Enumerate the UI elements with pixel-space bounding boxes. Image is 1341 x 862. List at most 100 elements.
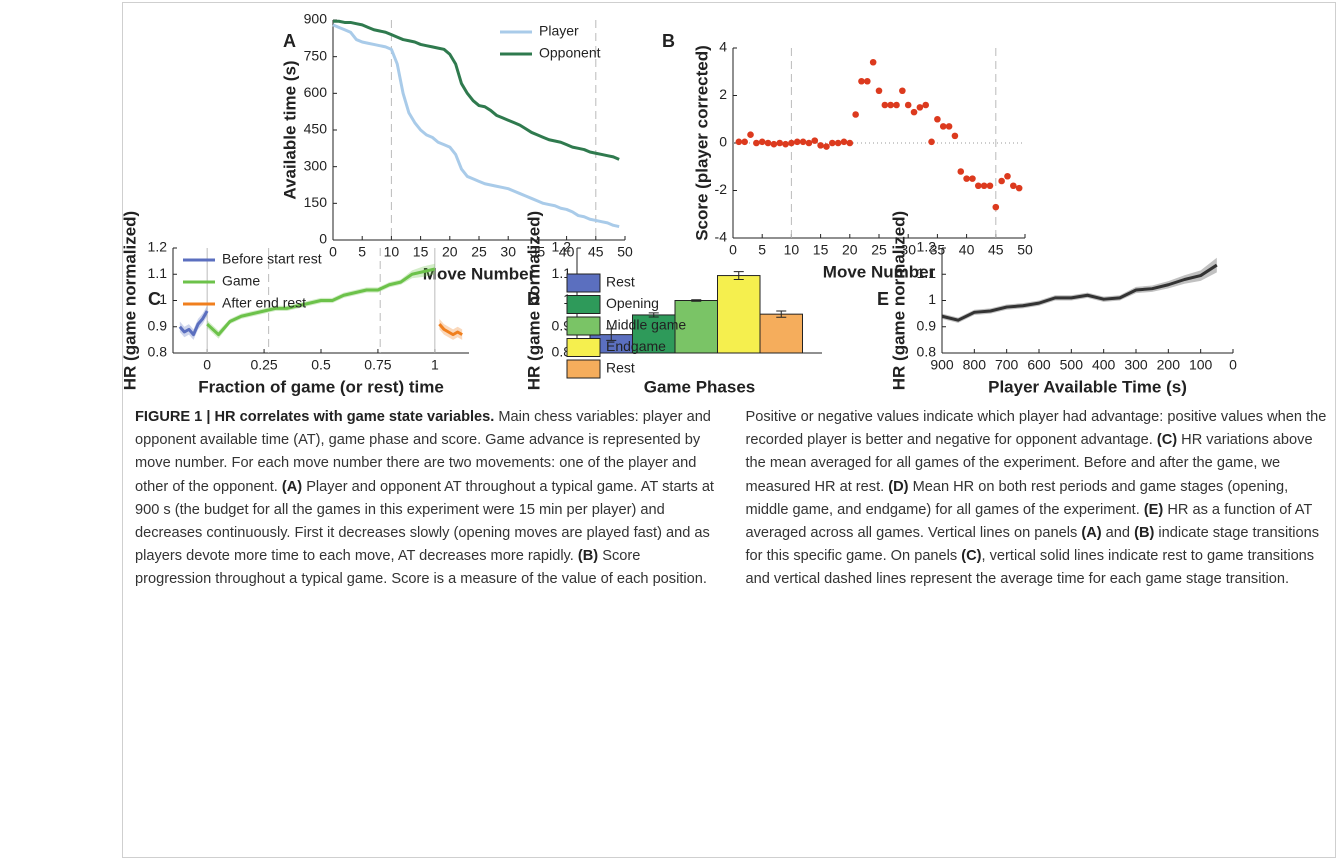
point — [864, 77, 871, 85]
point — [782, 140, 789, 148]
bar — [674, 300, 718, 354]
x-tick-label: 30 — [500, 244, 516, 260]
legend-label: Rest — [606, 360, 635, 376]
x-tick-label: 0 — [1229, 357, 1237, 373]
caption-text: indicate stage transitions for this spec… — [745, 525, 1320, 565]
x-tick-label: 500 — [1060, 357, 1084, 373]
caption-panel-ref: (E) — [1143, 501, 1164, 518]
y-tick-label: 450 — [304, 121, 328, 137]
error-bar — [606, 328, 617, 341]
point — [974, 182, 982, 190]
x-tick-label: 200 — [1157, 357, 1181, 373]
point — [963, 175, 970, 182]
x-axis-label: Move Number — [823, 262, 936, 281]
x-tick-label: 600 — [1027, 357, 1051, 373]
legend-label: Game — [222, 273, 260, 289]
point — [957, 168, 965, 175]
figure-frame — [122, 2, 1336, 858]
error-bar — [733, 271, 744, 280]
x-tick-label: 25 — [471, 244, 487, 260]
x-tick-label: 0.25 — [250, 357, 277, 373]
y-tick-label: 1.2 — [552, 239, 572, 255]
y-tick-label: 1.1 — [552, 265, 572, 281]
point — [776, 139, 784, 147]
error-bar — [648, 312, 659, 318]
x-tick-label: 45 — [588, 244, 604, 260]
x-tick-label: 35 — [930, 242, 946, 258]
point — [934, 115, 941, 123]
legend-label: Middle game — [606, 317, 686, 333]
y-tick-label: 4 — [719, 39, 727, 55]
y-axis-label: HR (game normalized) — [889, 211, 908, 390]
point — [770, 140, 778, 148]
x-axis-label: Fraction of game (or rest) time — [198, 377, 444, 396]
legend-label: Before start rest — [222, 251, 322, 267]
point — [758, 138, 766, 146]
point — [735, 138, 743, 146]
point — [1010, 182, 1017, 190]
data-line — [178, 310, 209, 337]
x-tick-label: 5 — [358, 244, 366, 260]
point — [840, 138, 848, 146]
y-tick-label: 1 — [928, 291, 936, 307]
x-tick-label: 25 — [871, 242, 887, 258]
legend-label: After end rest — [222, 295, 306, 311]
point — [986, 182, 994, 190]
x-tick-label: 10 — [384, 244, 400, 260]
caption-panel-ref: (A) — [281, 478, 303, 495]
x-tick-label: 1 — [431, 357, 439, 373]
y-tick-label: 1.2 — [917, 239, 937, 255]
legend-swatch — [566, 359, 601, 379]
panel-label: D — [527, 289, 540, 309]
error-bar — [691, 299, 702, 302]
data-line — [438, 323, 463, 337]
point — [939, 123, 947, 130]
panel-label: E — [877, 289, 889, 309]
point — [980, 182, 988, 190]
caption-text: , vertical solid lines indicate rest to … — [745, 548, 1315, 588]
x-tick-label: 0 — [329, 244, 337, 260]
caption-panel-ref: (C) — [961, 548, 982, 565]
x-tick-label: 35 — [530, 244, 546, 260]
x-tick-label: 800 — [963, 357, 987, 373]
x-tick-label: 15 — [813, 242, 829, 258]
point — [910, 108, 918, 116]
y-tick-label: 0.9 — [917, 317, 937, 333]
x-tick-label: 50 — [1017, 242, 1033, 258]
legend-label: Opponent — [539, 45, 601, 61]
caption-panel-ref: (C) — [1156, 432, 1178, 449]
point — [875, 87, 883, 95]
y-axis-label: HR (game normalized) — [120, 211, 139, 390]
point — [741, 138, 748, 146]
panel-label: A — [283, 31, 296, 51]
x-tick-label: 10 — [784, 242, 800, 258]
caption-panel-ref: (B) — [1134, 525, 1155, 542]
caption-text: Mean HR on both rest periods and game st… — [745, 478, 1289, 518]
x-axis-label: Move Number — [423, 264, 536, 283]
point — [817, 142, 824, 149]
y-tick-label: 0 — [719, 134, 727, 150]
x-tick-label: 0 — [203, 357, 211, 373]
point — [904, 101, 912, 109]
point — [893, 101, 900, 109]
y-tick-label: 0.9 — [552, 317, 572, 333]
y-axis-label: Score (player corrected) — [692, 45, 711, 241]
caption-title: FIGURE 1 | HR correlates with game state… — [135, 409, 495, 425]
point — [805, 139, 813, 147]
x-tick-label: 0 — [729, 242, 737, 258]
caption-text: Player and opponent AT throughout a typi… — [135, 478, 714, 565]
y-tick-label: 0.8 — [917, 344, 937, 360]
point — [899, 87, 906, 95]
point — [834, 139, 842, 147]
point — [998, 177, 1005, 185]
y-tick-label: 750 — [304, 47, 328, 63]
error-band — [439, 318, 463, 340]
legend-label: Opening — [606, 295, 659, 311]
x-tick-label: 20 — [442, 244, 458, 260]
x-tick-label: 30 — [900, 242, 916, 258]
y-tick-label: 0.8 — [552, 344, 572, 360]
x-tick-label: 50 — [617, 244, 633, 260]
x-tick-label: 45 — [988, 242, 1004, 258]
data-line — [332, 23, 620, 229]
y-tick-label: 1.2 — [148, 239, 168, 255]
